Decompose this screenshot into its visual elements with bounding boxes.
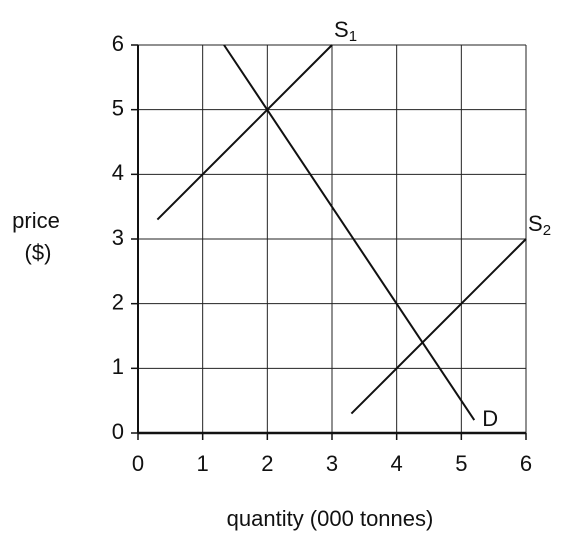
series-subscript: 1 bbox=[349, 28, 357, 45]
y-tick-label: 5 bbox=[112, 95, 124, 120]
x-tick-label: 6 bbox=[520, 451, 532, 476]
series-name: S bbox=[528, 211, 543, 236]
y-tick-label: 1 bbox=[112, 354, 124, 379]
series-name: S bbox=[334, 17, 349, 42]
y-axis-label: price bbox=[12, 208, 60, 233]
series-label: S1 bbox=[334, 17, 357, 45]
x-tick-label: 5 bbox=[455, 451, 467, 476]
line bbox=[350, 238, 527, 415]
series-subscript: 2 bbox=[543, 222, 551, 239]
y-tick-label: 4 bbox=[112, 160, 124, 185]
x-tick-label: 0 bbox=[132, 451, 144, 476]
line bbox=[223, 44, 476, 421]
line bbox=[156, 44, 333, 221]
y-tick-label: 0 bbox=[112, 419, 124, 444]
series-label: D bbox=[482, 406, 498, 431]
series-name: D bbox=[482, 406, 498, 431]
y-tick-label: 6 bbox=[112, 31, 124, 56]
x-tick-label: 1 bbox=[197, 451, 209, 476]
series-label: S2 bbox=[528, 211, 551, 239]
x-tick-label: 2 bbox=[261, 451, 273, 476]
x-tick-label: 3 bbox=[326, 451, 338, 476]
x-tick-label: 4 bbox=[391, 451, 403, 476]
y-tick-label: 2 bbox=[112, 289, 124, 314]
y-axis-label: ($) bbox=[25, 240, 52, 265]
x-axis-label: quantity (000 tonnes) bbox=[227, 506, 434, 531]
y-tick-label: 3 bbox=[112, 225, 124, 250]
